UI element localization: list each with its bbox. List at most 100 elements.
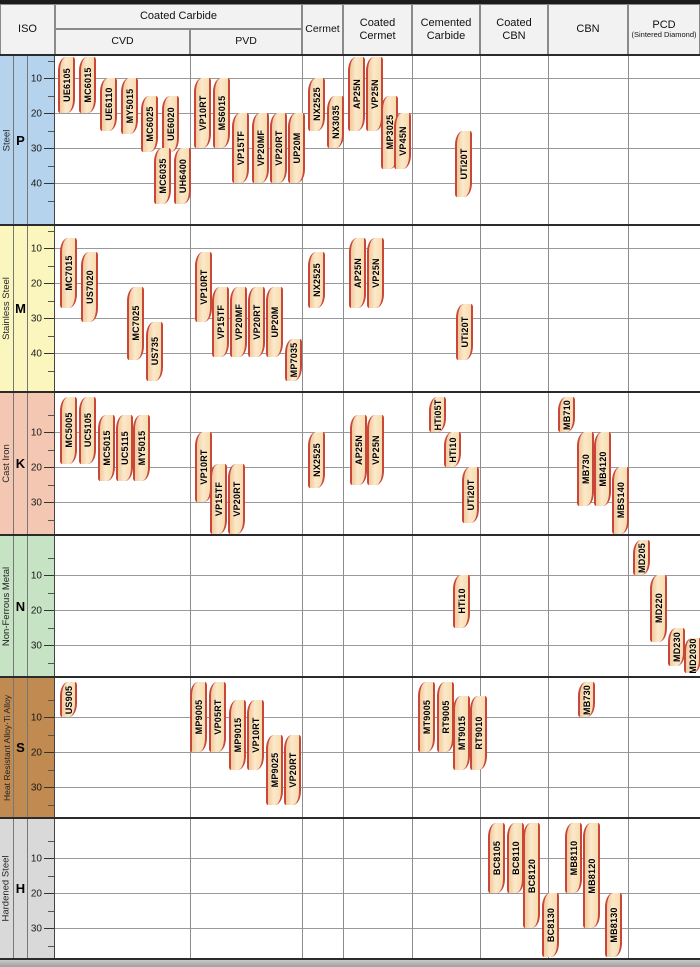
grade-label: MP9005 xyxy=(193,699,204,735)
iso-section-M: Stainless Steel M 10 20 30 40 MC7015 US7020 MC70… xyxy=(0,225,700,392)
gridline-10 xyxy=(55,717,700,718)
minor-tick xyxy=(48,734,54,736)
gridline-30 xyxy=(55,928,700,929)
grade-ribbon: MC7015 xyxy=(60,237,77,308)
column-divider xyxy=(548,818,549,958)
grade-ribbon: RT9010 xyxy=(470,696,487,770)
section-scale: 10 20 30 xyxy=(28,535,55,677)
section-letter-P: P xyxy=(14,55,28,225)
grade-label: AP25N xyxy=(351,78,362,109)
iso-header-label: ISO xyxy=(18,23,37,36)
grade-label: VP15TF xyxy=(215,304,226,339)
column-divider xyxy=(480,818,481,958)
grade-label: MC6025 xyxy=(144,105,155,142)
grade-ribbon: US735 xyxy=(146,321,163,381)
grade-ribbon: VP45N xyxy=(394,113,411,169)
column-divider xyxy=(628,677,629,818)
section-letter-H: H xyxy=(14,818,28,958)
grade-ribbon: UC5115 xyxy=(116,414,133,481)
iso-section-S: Heat Resistant Alloy·Ti Alloy S 10 20 30 US90… xyxy=(0,677,700,818)
gridline-30 xyxy=(55,148,700,149)
grade-label: VP20MF xyxy=(255,129,266,167)
column-divider xyxy=(302,225,303,392)
grade-label: UH6400 xyxy=(177,158,188,194)
major-tick-10 xyxy=(44,717,54,718)
column-divider xyxy=(412,677,413,818)
section-separator xyxy=(0,54,700,56)
grade-ribbon: BC8105 xyxy=(488,823,505,893)
major-tick-10 xyxy=(44,858,54,859)
minor-tick xyxy=(48,165,54,167)
gridline-20 xyxy=(55,752,700,753)
grade-label: NX2525 xyxy=(311,262,322,297)
top-border-bar xyxy=(0,0,700,4)
gridline-40 xyxy=(55,353,700,354)
grade-ribbon: MB730 xyxy=(578,682,595,717)
grade-ribbon: MD2030 xyxy=(684,638,700,673)
major-tick-30 xyxy=(44,318,54,319)
grade-ribbon: MC5015 xyxy=(98,414,115,481)
tick-label-10: 10 xyxy=(30,712,42,723)
column-divider xyxy=(548,55,549,225)
grade-label: MT9015 xyxy=(456,715,467,750)
major-tick-30 xyxy=(44,645,54,646)
section-material-text: Steel xyxy=(1,129,12,151)
grade-ribbon: HTi10 xyxy=(444,432,461,467)
grade-ribbon: MB4120 xyxy=(594,432,611,506)
column-divider xyxy=(548,535,549,677)
grade-label: MY5015 xyxy=(136,430,147,466)
grade-label: MC6015 xyxy=(82,67,93,103)
grade-ribbon: MB730 xyxy=(577,432,594,506)
minor-tick xyxy=(48,95,54,97)
tick-label-20: 20 xyxy=(30,888,42,899)
grade-label: UE6020 xyxy=(165,106,176,141)
tick-label-10: 10 xyxy=(30,73,42,84)
grade-ribbon: VP25N xyxy=(367,237,384,308)
gridline-20 xyxy=(55,610,700,611)
grade-label: BC8105 xyxy=(491,840,502,876)
major-tick-20 xyxy=(44,467,54,468)
section-plot-area: BC8105 BC8110 BC8120 BC8130 MB8110 MB8120 MB81… xyxy=(55,818,700,958)
grade-ribbon: HTi10 xyxy=(453,575,470,628)
grade-label: VP05RT xyxy=(212,699,223,735)
minor-tick xyxy=(48,662,54,664)
iso-section-K: Cast Iron K 10 20 30 MC5005 UC5105 MC5015 UC5115… xyxy=(0,392,700,535)
grade-label: VP20RT xyxy=(251,303,262,340)
grade-ribbon: UTi20T xyxy=(462,467,479,523)
grade-label: US905 xyxy=(63,685,74,714)
grade-label: MD220 xyxy=(653,593,664,624)
major-tick-10 xyxy=(44,78,54,79)
grade-label: MC7025 xyxy=(130,305,141,341)
gridline-30 xyxy=(55,318,700,319)
gridline-10 xyxy=(55,575,700,576)
tick-label-30: 30 xyxy=(30,923,42,934)
section-letter-K: K xyxy=(14,392,28,535)
section-separator xyxy=(0,676,700,678)
section-letter-N: N xyxy=(14,535,28,677)
grade-label: NX2525 xyxy=(311,87,322,122)
grade-ribbon: VP20RT xyxy=(284,734,301,805)
column-divider xyxy=(412,225,413,392)
tick-label-20: 20 xyxy=(30,605,42,616)
header-coated-cermet: Coated Cermet xyxy=(343,4,412,55)
major-tick-40 xyxy=(44,183,54,184)
grade-ribbon: MP9005 xyxy=(190,682,207,752)
grade-ribbon: NX3035 xyxy=(327,95,344,148)
grade-ribbon: MBS140 xyxy=(612,467,629,534)
grade-ribbon: BC8130 xyxy=(542,893,559,957)
grade-ribbon: MB8130 xyxy=(605,893,622,957)
grade-label: VP15TF xyxy=(235,130,246,166)
grade-ribbon: VP10RT xyxy=(247,699,264,770)
grade-ribbon: VP25N xyxy=(366,57,383,131)
grade-label: VP20RT xyxy=(273,130,284,166)
tick-label-10: 10 xyxy=(30,243,42,254)
grade-label: BC8110 xyxy=(510,841,521,875)
grade-label: VP10RT xyxy=(198,449,209,485)
major-tick-10 xyxy=(44,248,54,249)
section-material-text: Stainless Steel xyxy=(1,277,12,340)
grade-ribbon: VP10RT xyxy=(194,78,211,148)
gridline-30 xyxy=(55,645,700,646)
tick-label-40: 40 xyxy=(30,348,42,359)
gridline-40 xyxy=(55,183,700,184)
minor-tick xyxy=(48,414,54,416)
